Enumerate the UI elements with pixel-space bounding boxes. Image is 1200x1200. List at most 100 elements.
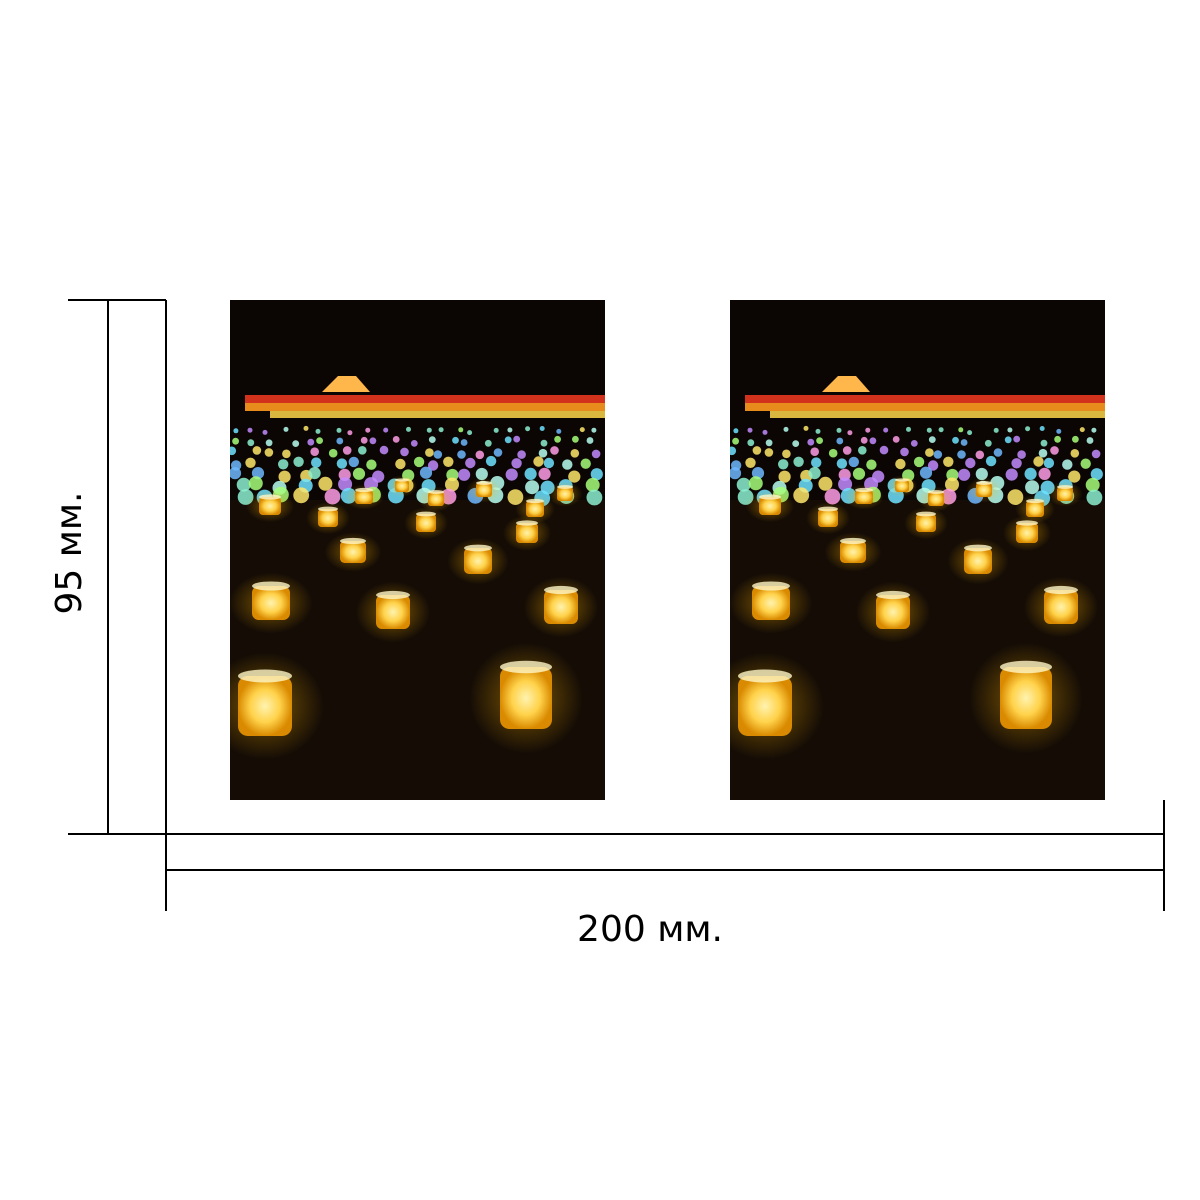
- colored-light: [836, 458, 848, 469]
- colored-light: [347, 430, 353, 436]
- colored-light: [426, 427, 432, 433]
- colored-light: [975, 467, 988, 481]
- colored-light: [556, 428, 562, 434]
- colored-light: [764, 448, 774, 457]
- colored-light: [283, 426, 289, 432]
- colored-light: [513, 435, 521, 443]
- colored-light: [975, 450, 985, 460]
- candle-rim: [238, 669, 292, 683]
- colored-light: [900, 447, 909, 457]
- colored-light: [1079, 427, 1085, 433]
- yellow-light-band: [270, 411, 605, 418]
- colored-light: [293, 456, 304, 467]
- colored-light: [883, 427, 889, 433]
- candle: [876, 595, 910, 629]
- candle-field-photo-icon: [230, 300, 605, 800]
- candle-rim: [259, 494, 281, 500]
- candle-rim: [759, 494, 781, 500]
- colored-light: [1085, 477, 1100, 492]
- candle: [1026, 501, 1044, 517]
- colored-light: [485, 455, 497, 467]
- colored-light: [586, 489, 603, 506]
- colored-light: [452, 436, 459, 444]
- colored-light: [458, 468, 471, 481]
- colored-light: [517, 450, 526, 459]
- colored-light: [919, 466, 933, 479]
- colored-light: [860, 436, 868, 444]
- red-light-band: [745, 395, 1105, 403]
- colored-light: [1033, 456, 1044, 467]
- colored-light: [783, 426, 789, 432]
- candle: [500, 667, 552, 729]
- candle-rim: [355, 487, 373, 493]
- candle-rim: [557, 485, 573, 489]
- colored-light: [1005, 468, 1018, 481]
- colored-light: [926, 427, 932, 433]
- colored-light: [282, 449, 291, 459]
- colored-light: [1091, 449, 1101, 459]
- candle-rim: [416, 511, 436, 517]
- candle-rim: [928, 490, 944, 494]
- colored-light: [315, 428, 321, 434]
- colored-light: [538, 467, 551, 480]
- colored-light: [852, 467, 866, 480]
- colored-light: [1025, 426, 1031, 432]
- colored-light: [892, 436, 900, 443]
- candle: [916, 514, 936, 532]
- colored-light: [352, 467, 366, 480]
- colored-light: [927, 460, 939, 471]
- colored-light: [1013, 435, 1021, 443]
- colored-light: [360, 436, 368, 444]
- colored-light: [278, 470, 291, 483]
- colored-light: [406, 426, 411, 432]
- colored-light: [792, 440, 800, 447]
- colored-light: [579, 427, 585, 433]
- distant-pyramid-lights: [822, 376, 870, 392]
- colored-light: [943, 456, 954, 467]
- colored-light: [443, 456, 454, 467]
- candle: [318, 509, 338, 527]
- colored-light: [765, 439, 773, 447]
- colored-light: [906, 426, 911, 432]
- candle: [976, 483, 992, 497]
- colored-light: [251, 467, 265, 480]
- colored-light: [311, 457, 322, 468]
- colored-light: [1062, 459, 1073, 470]
- colored-light: [292, 440, 300, 447]
- colored-light: [913, 456, 925, 468]
- colored-light: [247, 439, 255, 447]
- colored-light: [433, 450, 443, 459]
- colored-light: [457, 450, 466, 459]
- colored-light: [539, 426, 545, 431]
- colored-light: [1070, 449, 1080, 458]
- colored-light: [278, 459, 289, 470]
- colored-light: [248, 476, 263, 491]
- colored-light: [410, 440, 418, 447]
- candle-rim: [895, 478, 909, 482]
- colored-light: [324, 488, 341, 505]
- colored-light: [505, 468, 518, 481]
- colored-light: [879, 445, 889, 455]
- candle: [376, 595, 410, 629]
- colored-light: [336, 427, 342, 433]
- colored-light: [1054, 435, 1061, 443]
- colored-light: [438, 427, 444, 433]
- candle-rim: [818, 506, 838, 512]
- orange-light-band: [245, 403, 605, 411]
- colored-light: [328, 448, 338, 458]
- colored-light: [847, 430, 853, 436]
- candle: [416, 514, 436, 532]
- candle: [964, 548, 992, 574]
- colored-light: [1040, 439, 1048, 447]
- colored-light: [793, 487, 810, 504]
- colored-light: [1056, 428, 1062, 434]
- candle: [1057, 487, 1073, 501]
- distant-pyramid-lights: [322, 376, 370, 392]
- colored-light: [748, 476, 763, 491]
- colored-light: [938, 427, 944, 433]
- colored-light: [782, 449, 791, 459]
- colored-light: [1091, 427, 1097, 433]
- colored-light: [818, 476, 833, 491]
- colored-light: [590, 468, 603, 481]
